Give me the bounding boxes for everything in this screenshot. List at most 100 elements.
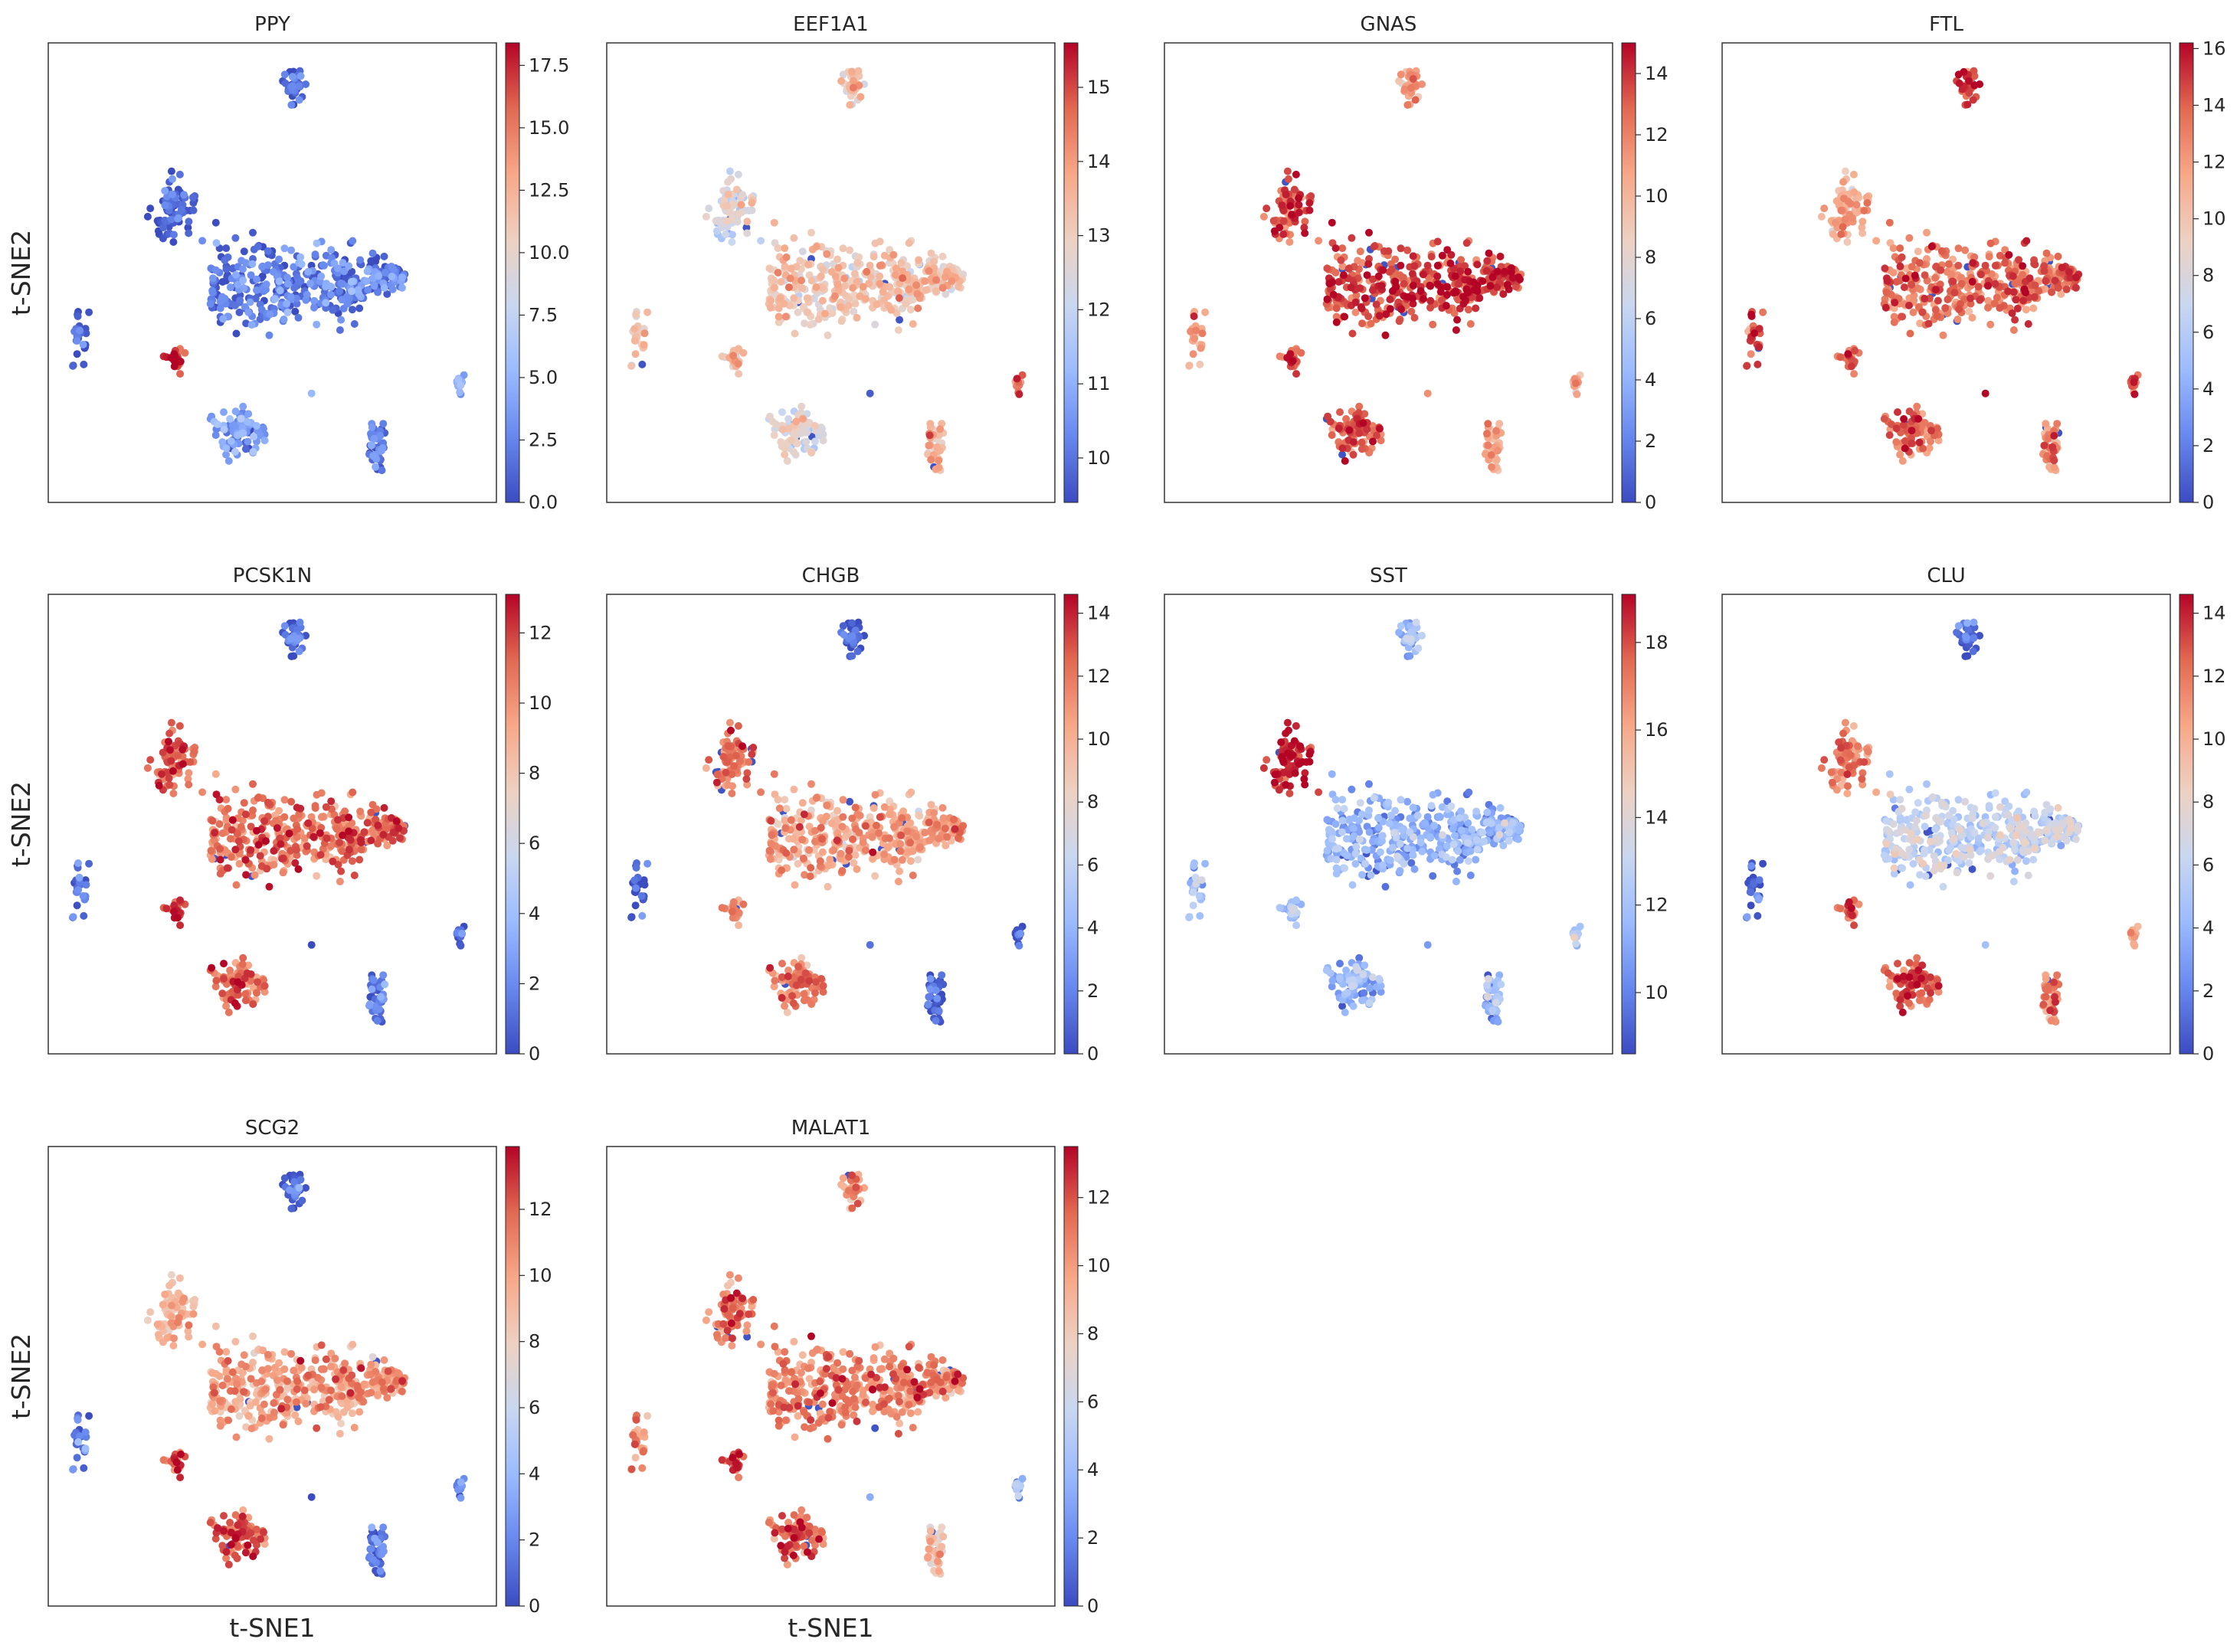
cell-point xyxy=(336,287,344,296)
cell-point xyxy=(853,277,861,286)
cell-point xyxy=(816,857,824,865)
cell-point xyxy=(1418,847,1426,855)
cell-point xyxy=(902,299,910,308)
cell-point xyxy=(1494,1018,1502,1026)
cell-point xyxy=(921,829,929,837)
cell-point xyxy=(82,329,90,338)
cell-point xyxy=(839,796,847,804)
cell-point xyxy=(296,72,305,80)
cell-point xyxy=(1960,67,1968,76)
cell-point xyxy=(913,290,922,298)
cell-point xyxy=(280,70,289,79)
cell-point xyxy=(395,824,403,833)
cell-point xyxy=(2031,281,2039,290)
cell-point xyxy=(724,742,732,750)
colorbar-tick-label: 2 xyxy=(1645,430,1656,452)
cell-point xyxy=(1201,308,1210,316)
cell-point xyxy=(1305,206,1314,214)
cell-point xyxy=(1262,204,1271,213)
cell-point xyxy=(283,309,292,316)
cell-point xyxy=(206,299,215,308)
cell-point xyxy=(811,989,819,997)
cell-point xyxy=(896,316,904,324)
cell-point xyxy=(935,456,943,465)
colorbar xyxy=(2179,42,2194,503)
cell-point xyxy=(2031,260,2039,269)
cell-point xyxy=(227,437,235,445)
cell-point xyxy=(283,299,291,308)
cell-point xyxy=(175,170,184,178)
cell-point xyxy=(712,778,721,787)
cell-point xyxy=(357,846,365,854)
cell-point xyxy=(644,859,652,868)
cell-point xyxy=(831,273,840,281)
cell-point xyxy=(378,466,386,475)
cell-point xyxy=(938,252,947,260)
cell-point xyxy=(1349,824,1357,833)
cell-point xyxy=(241,996,250,1005)
cell-point xyxy=(1495,420,1504,428)
cell-point xyxy=(346,836,355,844)
cell-point xyxy=(742,224,751,232)
cell-point xyxy=(169,356,178,365)
cell-point xyxy=(1466,872,1475,879)
cell-point xyxy=(323,834,331,842)
cell-point xyxy=(735,921,743,930)
cell-point xyxy=(766,963,775,972)
cell-point xyxy=(728,908,736,916)
axes-frame xyxy=(606,42,1056,503)
cell-point xyxy=(237,823,245,831)
cell-point xyxy=(273,824,281,833)
cell-point xyxy=(1433,272,1442,280)
cell-point xyxy=(1572,379,1580,388)
cell-point xyxy=(930,809,938,817)
cell-point xyxy=(1909,308,1917,316)
cell-point xyxy=(221,256,229,264)
cell-point xyxy=(824,331,832,339)
cell-point xyxy=(848,67,856,76)
cell-point xyxy=(722,230,730,238)
cell-point xyxy=(327,246,336,254)
cell-point xyxy=(846,246,854,254)
cell-point xyxy=(790,294,798,303)
cell-point xyxy=(75,873,84,882)
cell-point xyxy=(146,756,155,764)
cell-point xyxy=(241,810,250,819)
cell-point xyxy=(350,320,359,328)
cell-point xyxy=(1411,96,1420,104)
cell-point xyxy=(1927,427,1935,435)
cell-point xyxy=(770,770,778,778)
cell-point xyxy=(181,348,189,357)
cell-point xyxy=(797,276,806,285)
cell-point xyxy=(2130,378,2138,387)
cell-point xyxy=(1335,278,1343,286)
cell-point xyxy=(211,829,219,837)
cell-point xyxy=(1201,859,1210,868)
cell-point xyxy=(74,885,83,894)
cell-point xyxy=(169,175,176,183)
cell-point xyxy=(838,823,847,831)
cell-point xyxy=(1329,290,1338,299)
cell-point xyxy=(1443,246,1452,254)
cell-point xyxy=(822,813,830,821)
cell-point xyxy=(767,296,775,305)
cell-point xyxy=(2009,326,2018,334)
cell-point xyxy=(899,274,907,283)
cell-point xyxy=(1361,294,1369,303)
cell-point xyxy=(2030,293,2039,301)
cell-point xyxy=(1332,318,1341,326)
cell-point xyxy=(862,295,869,303)
cell-point xyxy=(1472,304,1480,312)
cell-point xyxy=(1429,872,1437,880)
cell-point xyxy=(189,199,198,207)
cell-point xyxy=(1426,303,1434,312)
cell-point xyxy=(355,304,364,312)
cell-point xyxy=(1430,852,1439,860)
cell-point xyxy=(1955,305,1963,313)
cell-point xyxy=(1905,407,1914,416)
cell-point xyxy=(2062,285,2071,293)
cell-point xyxy=(817,272,825,280)
cell-point xyxy=(275,255,283,263)
cell-point xyxy=(1485,249,1493,257)
cell-point xyxy=(1981,261,1989,270)
